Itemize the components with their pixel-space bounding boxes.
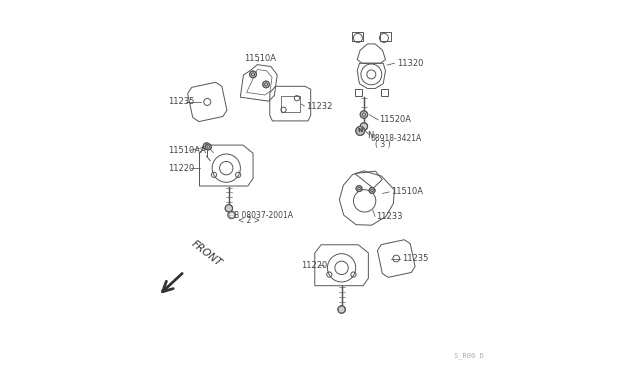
Circle shape (360, 111, 367, 118)
Circle shape (203, 143, 210, 150)
Circle shape (338, 306, 346, 313)
Text: N: N (358, 128, 363, 134)
Text: 11233: 11233 (376, 212, 403, 221)
Text: 11235: 11235 (168, 97, 195, 106)
Text: ( 3 ): ( 3 ) (375, 140, 390, 149)
Text: 11510A: 11510A (244, 54, 276, 63)
Circle shape (228, 211, 235, 219)
Text: 11232: 11232 (306, 102, 332, 110)
Circle shape (225, 205, 232, 212)
Circle shape (356, 126, 365, 135)
Text: B: B (229, 212, 234, 218)
Text: 11220: 11220 (301, 261, 327, 270)
Circle shape (360, 123, 367, 130)
Text: 11235: 11235 (402, 254, 428, 263)
Text: FRONT: FRONT (189, 239, 223, 269)
Circle shape (262, 81, 269, 88)
Circle shape (250, 71, 257, 78)
Text: < 2 >: < 2 > (238, 217, 260, 225)
Text: B 08037-2001A: B 08037-2001A (234, 211, 292, 219)
Circle shape (356, 186, 362, 192)
Text: 11510A: 11510A (390, 187, 422, 196)
Circle shape (205, 144, 211, 150)
Text: N: N (367, 131, 373, 140)
Text: 11510AA: 11510AA (168, 146, 206, 155)
Text: 08918-3421A: 08918-3421A (371, 134, 422, 143)
Text: 11220: 11220 (168, 164, 195, 173)
Text: 11320: 11320 (397, 59, 423, 68)
Text: 11520A: 11520A (380, 115, 412, 124)
Text: S_R00 D: S_R00 D (454, 352, 484, 359)
Circle shape (369, 187, 375, 193)
